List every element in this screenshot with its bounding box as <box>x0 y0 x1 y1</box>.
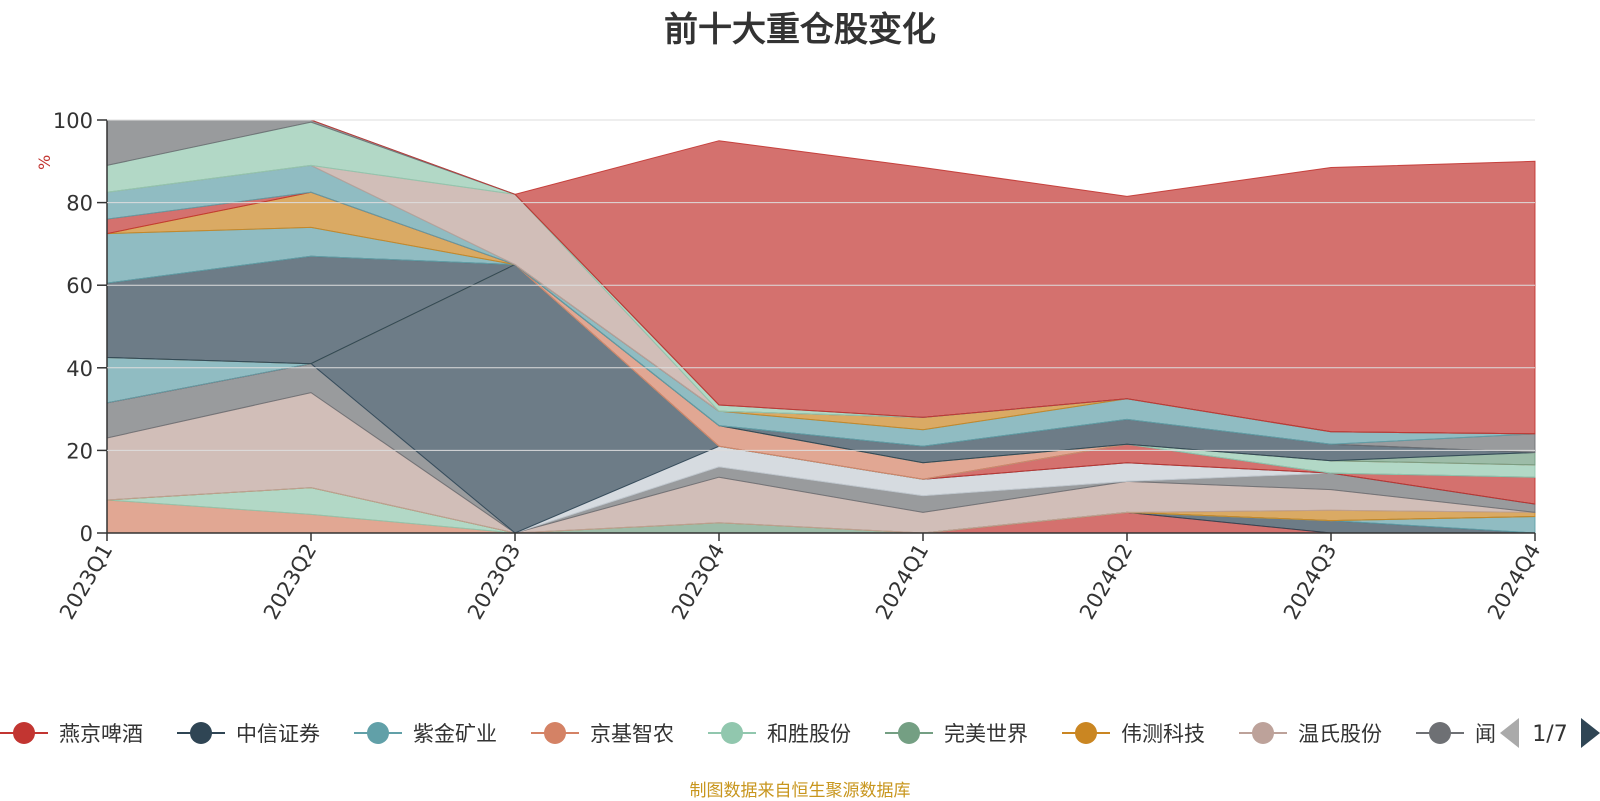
legend-marker-icon <box>544 722 566 744</box>
legend: 燕京啤酒 中信证券 紫金矿业 京基智农 和胜股份 完美世界 伟测科技 温氏股份 闻 <box>0 722 1496 746</box>
data-source-note: 制图数据来自恒生聚源数据库 <box>689 781 911 801</box>
legend-marker-icon <box>1075 722 1097 744</box>
x-tick-label: 2024Q4 <box>1483 540 1545 624</box>
y-tick-label: 0 <box>80 522 93 546</box>
legend-label: 完美世界 <box>944 722 1028 746</box>
x-axis-ticks: 2023Q1 2023Q2 2023Q3 2023Q4 2024Q1 2024Q2 2024… <box>55 533 1545 624</box>
x-tick-label: 2023Q1 <box>55 540 117 624</box>
legend-item[interactable]: 燕京啤酒 <box>0 722 143 746</box>
legend-item[interactable]: 中信证券 <box>177 722 320 746</box>
x-tick-label: 2023Q4 <box>667 540 729 624</box>
y-axis-ticks: 0 20 40 60 80 100 <box>53 109 1535 546</box>
legend-item[interactable]: 完美世界 <box>885 722 1028 746</box>
legend-label: 紫金矿业 <box>413 722 497 746</box>
x-tick-label: 2024Q3 <box>1279 540 1341 624</box>
legend-label: 和胜股份 <box>767 722 851 746</box>
legend-item[interactable]: 京基智农 <box>531 722 674 746</box>
legend-page-indicator: 1/7 <box>1532 722 1567 747</box>
legend-item[interactable]: 紫金矿业 <box>354 722 497 746</box>
x-tick-label: 2024Q1 <box>871 540 933 624</box>
x-tick-label: 2024Q2 <box>1075 540 1137 624</box>
chart-title: 前十大重仓股变化 <box>664 10 936 50</box>
legend-marker-icon <box>1429 722 1451 744</box>
legend-marker-icon <box>190 722 212 744</box>
y-tick-label: 60 <box>66 274 93 298</box>
legend-pager: 1/7 <box>1500 718 1600 748</box>
area-series-其他R[interactable] <box>107 119 1536 435</box>
y-axis-unit-label: % <box>35 155 54 170</box>
legend-marker-icon <box>13 722 35 744</box>
legend-item[interactable]: 伟测科技 <box>1062 722 1205 746</box>
axes-group <box>106 120 1535 534</box>
legend-marker-icon <box>367 722 389 744</box>
legend-label: 伟测科技 <box>1121 722 1205 746</box>
legend-marker-icon <box>721 722 743 744</box>
legend-label: 中信证券 <box>236 722 320 746</box>
legend-prev-icon[interactable] <box>1500 718 1519 748</box>
legend-item[interactable]: 和胜股份 <box>708 722 851 746</box>
legend-label: 燕京啤酒 <box>59 722 143 746</box>
y-tick-label: 80 <box>66 192 93 216</box>
legend-marker-icon <box>898 722 920 744</box>
y-tick-label: 40 <box>66 357 93 381</box>
legend-item[interactable]: 闻 <box>1416 722 1496 746</box>
x-tick-label: 2023Q3 <box>463 540 525 624</box>
legend-item[interactable]: 温氏股份 <box>1239 722 1382 746</box>
legend-marker-icon <box>1252 722 1274 744</box>
y-tick-label: 20 <box>66 439 93 463</box>
y-tick-label: 100 <box>53 109 93 133</box>
x-tick-label: 2023Q2 <box>259 540 321 624</box>
legend-label: 闻 <box>1475 722 1496 746</box>
legend-label: 温氏股份 <box>1298 722 1382 746</box>
area-series-group <box>106 119 1536 534</box>
legend-next-icon[interactable] <box>1581 718 1600 748</box>
legend-label: 京基智农 <box>590 722 674 746</box>
